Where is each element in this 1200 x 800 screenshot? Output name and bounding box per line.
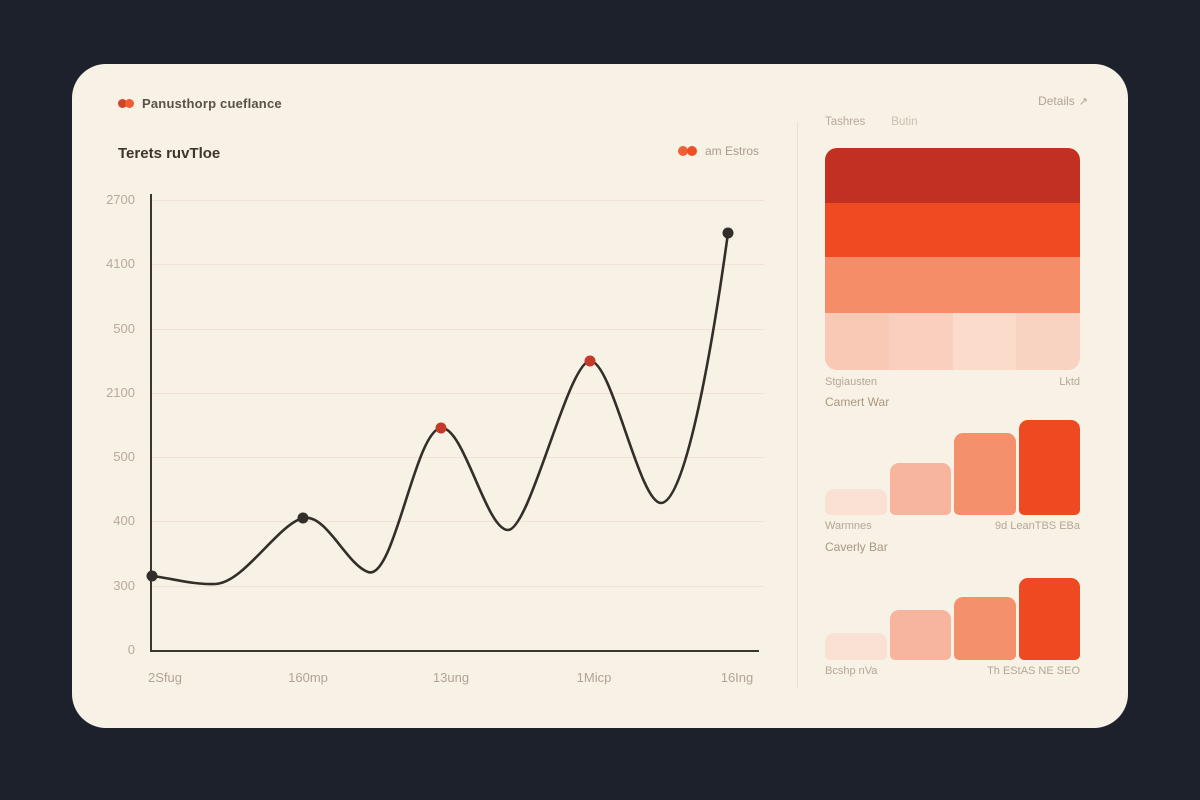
details-link[interactable]: Details ↗: [1038, 94, 1088, 108]
section1-title: Camert War: [825, 395, 890, 409]
x-tick-label: 1Micp: [576, 670, 612, 685]
section2-labels: Bcshp nVa Th EStAS NE SEO: [825, 665, 1080, 677]
data-point-marker[interactable]: [297, 512, 309, 524]
stepped-bar-chart-2: [825, 578, 1080, 660]
trend-curve: [146, 227, 734, 586]
data-point-marker[interactable]: [722, 227, 734, 239]
palette-cell[interactable]: [952, 313, 1017, 370]
section1-right-label: 9d LeanTBS EBa: [994, 520, 1080, 532]
gridline: [152, 457, 764, 459]
y-tick-label: 300: [113, 577, 135, 593]
stepped-bar-chart-1: [825, 420, 1080, 515]
section1-labels: Warmnes 9d LeanTBS EBa: [825, 520, 1080, 532]
palette-left-label: Stgiausten: [825, 376, 877, 388]
gridline: [152, 521, 764, 523]
x-tick-label: 2Sfug: [148, 670, 182, 685]
palette-cell[interactable]: [1016, 313, 1080, 370]
y-axis: [150, 194, 152, 651]
gridline: [152, 264, 764, 266]
step-bar[interactable]: [954, 596, 1016, 660]
dashboard-card: Panusthorp cueflance Details ↗ Terets ru…: [72, 64, 1128, 728]
palette-labels: Stgiausten Lktd: [825, 376, 1080, 388]
brand: Panusthorp cueflance: [118, 96, 282, 111]
palette-cells-row: [825, 313, 1080, 370]
external-link-arrow-icon: ↗: [1078, 95, 1088, 108]
y-tick-label: 2100: [106, 384, 135, 400]
x-axis: [150, 650, 759, 652]
y-tick-label: 2700: [106, 192, 135, 207]
data-point-marker[interactable]: [435, 422, 447, 434]
palette-band[interactable]: [825, 203, 1080, 257]
x-tick-label: 160mp: [288, 670, 328, 685]
brand-label: Panusthorp cueflance: [142, 96, 282, 111]
y-tick-label: 500: [113, 449, 135, 465]
palette-cell[interactable]: [888, 313, 953, 370]
data-point-marker[interactable]: [584, 355, 596, 367]
data-point-marker[interactable]: [146, 570, 158, 582]
step-bar[interactable]: [1018, 420, 1080, 515]
palette-band[interactable]: [825, 257, 1080, 313]
brand-logo-dots-icon: [118, 99, 134, 108]
line-chart: 2700 4100 500 2100 500 400 300 0 2Sfug 160mp 13un…: [72, 64, 797, 728]
palette-band[interactable]: [825, 148, 1080, 203]
y-tick-label: 400: [113, 513, 135, 529]
step-bar[interactable]: [889, 609, 951, 660]
section1-left-label: Warmnes: [825, 520, 872, 532]
gridline: [152, 328, 764, 330]
panel-divider: [797, 122, 798, 688]
chart-legend: am Estros: [678, 144, 759, 158]
section2-left-label: Bcshp nVa: [825, 665, 878, 677]
tab-second[interactable]: Butin: [891, 116, 918, 128]
section2-right-label: Th EStAS NE SEO: [987, 665, 1080, 677]
step-bar[interactable]: [825, 632, 887, 660]
x-tick-label: 16Ing: [720, 670, 754, 685]
legend-series-dots-icon: [678, 146, 697, 156]
x-tick-label: 13ung: [432, 670, 470, 685]
section2-title: Caverly Bar: [825, 540, 888, 554]
chart-title: Terets ruvTloe: [118, 145, 221, 162]
side-panel: Tashres Butin Stgiausten Lktd Camert War…: [825, 64, 1080, 728]
palette-cell[interactable]: [825, 313, 889, 370]
step-bar[interactable]: [825, 489, 887, 515]
side-tabs: Tashres Butin: [825, 116, 918, 128]
y-tick-label: 4100: [106, 256, 135, 272]
gridline: [152, 585, 764, 587]
details-label: Details: [1038, 94, 1075, 108]
step-bar[interactable]: [889, 462, 951, 515]
y-tick-label: 0: [127, 642, 135, 657]
gridline: [152, 200, 764, 201]
gridline: [152, 392, 764, 394]
step-bar[interactable]: [1018, 578, 1080, 660]
tab-first[interactable]: Tashres: [825, 116, 866, 128]
legend-label: am Estros: [705, 144, 760, 158]
step-bar[interactable]: [954, 433, 1016, 515]
color-palette-swatch[interactable]: [825, 148, 1080, 370]
y-tick-label: 500: [113, 320, 135, 336]
palette-right-label: Lktd: [1059, 376, 1080, 388]
